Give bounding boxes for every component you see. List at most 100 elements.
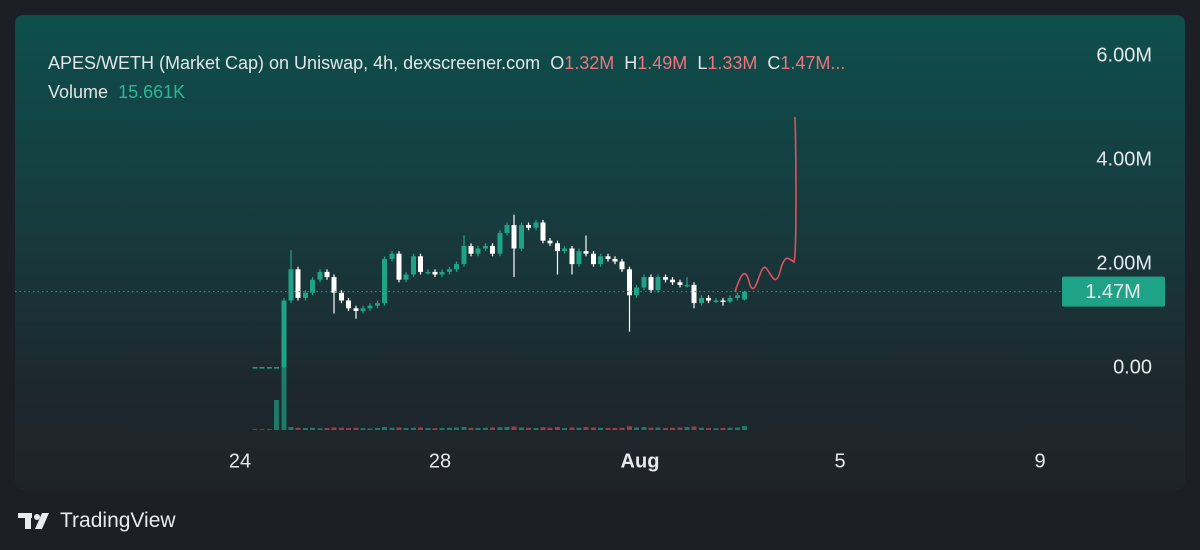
candle-body bbox=[569, 248, 575, 265]
volume-bar bbox=[411, 427, 416, 430]
x-tick-label: 5 bbox=[834, 450, 845, 472]
y-tick-label: 6.00M bbox=[1096, 44, 1152, 66]
ohlc-value: 1.49M bbox=[637, 53, 688, 73]
volume-bar bbox=[274, 400, 279, 430]
candle-body bbox=[353, 308, 359, 311]
y-tick-label: 2.00M bbox=[1096, 252, 1152, 274]
volume-bar bbox=[497, 427, 503, 430]
candle-body bbox=[605, 256, 611, 259]
candle-body bbox=[720, 300, 726, 303]
candle-body bbox=[727, 297, 733, 302]
candle-body bbox=[641, 277, 647, 288]
candle-body bbox=[540, 222, 546, 241]
volume-bar bbox=[353, 427, 359, 430]
volume-bar bbox=[281, 330, 287, 430]
volume-bar bbox=[598, 427, 603, 430]
drawn-projection bbox=[734, 116, 797, 293]
candle-body bbox=[699, 297, 704, 304]
x-tick-label: Aug bbox=[621, 450, 660, 472]
volume-bar bbox=[670, 427, 675, 430]
candle-body bbox=[511, 225, 517, 249]
candle-body bbox=[310, 279, 315, 293]
volume-bar bbox=[713, 428, 719, 430]
volume-bar bbox=[562, 428, 567, 430]
volume-bar bbox=[252, 429, 258, 430]
candle-body bbox=[547, 240, 553, 244]
candle-body bbox=[619, 261, 625, 270]
volume-bar bbox=[533, 428, 539, 430]
legend-row: Volume 15.661K bbox=[48, 78, 845, 107]
volume-bar bbox=[684, 427, 690, 430]
volume-bar bbox=[720, 428, 726, 430]
candle-body bbox=[324, 271, 330, 278]
candle-body bbox=[432, 271, 438, 275]
candle-body bbox=[475, 248, 481, 254]
candle-body bbox=[598, 256, 603, 265]
volume-value: 15.661K bbox=[118, 82, 186, 102]
volume-bar bbox=[259, 429, 265, 430]
volume-bar bbox=[519, 427, 524, 430]
legend-row: APES/WETH (Market Cap) on Uniswap, 4h, d… bbox=[48, 49, 845, 78]
volume-bar bbox=[641, 427, 647, 430]
volume-bar bbox=[483, 427, 488, 430]
candle-body bbox=[295, 269, 301, 298]
candle-body bbox=[360, 308, 366, 311]
last-price-label: 1.47M bbox=[1085, 281, 1141, 303]
candle-body bbox=[396, 253, 402, 280]
candle-body bbox=[252, 367, 258, 369]
candle-body bbox=[389, 253, 395, 259]
volume-bar bbox=[425, 428, 431, 430]
volume-bar bbox=[403, 428, 409, 430]
candle-body bbox=[439, 271, 445, 275]
candle-body bbox=[677, 282, 683, 285]
volume-bar bbox=[310, 427, 315, 430]
volume-bar bbox=[727, 427, 733, 430]
volume-bar bbox=[576, 427, 582, 430]
volume-label: Volume bbox=[48, 82, 109, 102]
candle-body bbox=[303, 292, 308, 298]
candle-body bbox=[454, 264, 459, 270]
candle-body bbox=[411, 256, 416, 275]
legend: APES/WETH (Market Cap) on Uniswap, 4h, d… bbox=[48, 49, 845, 107]
volume-bar bbox=[447, 427, 452, 430]
ohlc-key: O bbox=[550, 53, 565, 73]
volume-bar bbox=[612, 428, 618, 430]
candle-body bbox=[533, 222, 539, 228]
candle-body bbox=[555, 243, 560, 252]
candle-body bbox=[403, 274, 409, 280]
volume-bar bbox=[267, 429, 272, 430]
volume-bar bbox=[691, 426, 697, 430]
candle-body bbox=[713, 300, 719, 303]
volume-bar bbox=[382, 427, 387, 430]
volume-bar bbox=[324, 428, 330, 430]
candle-body bbox=[281, 300, 287, 368]
candle-body bbox=[367, 305, 373, 309]
volume-bar bbox=[317, 428, 323, 430]
volume-bar bbox=[339, 427, 344, 430]
candle-body bbox=[447, 269, 452, 272]
volume-bar bbox=[735, 427, 740, 430]
candle-body bbox=[490, 245, 495, 254]
volume-bar bbox=[655, 427, 661, 430]
volume-bar bbox=[627, 426, 632, 430]
candle-body bbox=[691, 284, 697, 304]
brand-name: TradingView bbox=[60, 509, 176, 532]
candle-body bbox=[331, 277, 337, 293]
x-tick-label: 24 bbox=[229, 450, 251, 472]
ohlc-value: 1.32M bbox=[564, 53, 615, 73]
volume-bar bbox=[439, 428, 445, 430]
candle-body bbox=[274, 367, 279, 369]
candle-body bbox=[483, 245, 488, 249]
volume-bar bbox=[331, 427, 337, 430]
volume-bar bbox=[547, 427, 553, 430]
volume-bar bbox=[699, 427, 704, 430]
last-price-box bbox=[1062, 276, 1165, 307]
candle-body bbox=[655, 277, 661, 291]
ohlc-value: 1.33M bbox=[707, 53, 758, 73]
ohlc-key: L bbox=[697, 53, 708, 73]
volume-bar bbox=[742, 426, 747, 430]
candle-body bbox=[684, 284, 690, 287]
candle-body bbox=[317, 271, 323, 280]
candle-body bbox=[591, 253, 596, 265]
candle-body bbox=[583, 251, 589, 254]
